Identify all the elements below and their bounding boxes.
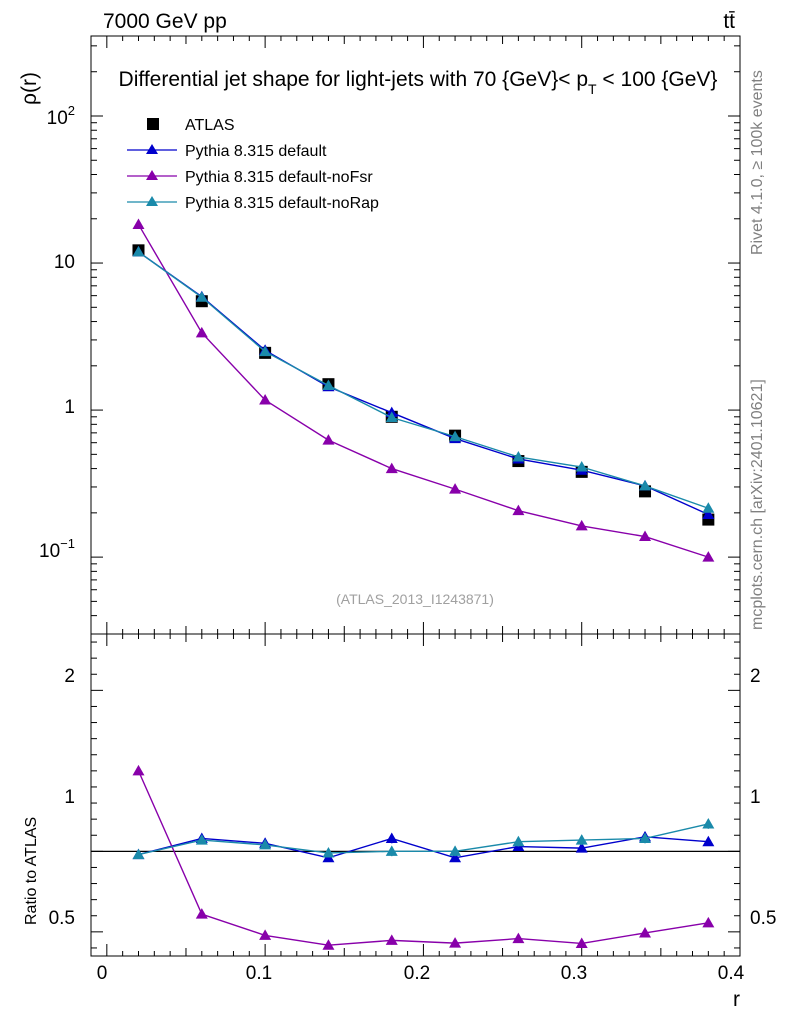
analysis-watermark: (ATLAS_2013_I1243871) — [336, 591, 494, 607]
series-point-noFsr — [639, 530, 652, 542]
ratio-point-noRap — [259, 838, 272, 850]
x-tick-label-0.3: 0.3 — [561, 963, 587, 984]
mcplots-label: mcplots.cern.ch [arXiv:2401.10621] — [749, 379, 766, 630]
ratio-point-noRap — [702, 817, 715, 829]
series-point-noFsr — [702, 551, 715, 562]
ratio-panel-frame — [90, 633, 741, 957]
legend: ATLAS Pythia 8.315 default Pythia 8.315 … — [127, 117, 379, 212]
ratio-point-noFsr — [449, 937, 462, 948]
series-line-default — [138, 251, 709, 516]
series-point-noFsr — [132, 218, 145, 229]
x-tick-label-0.2: 0.2 — [404, 963, 430, 984]
ratio-point-noFsr — [385, 934, 398, 945]
ratio-point-default — [449, 851, 462, 863]
series-line-noRap — [138, 251, 709, 509]
main-y-tick-label-10: 10 — [54, 252, 75, 273]
series-point-noFsr — [385, 462, 398, 474]
ratio-point-noRap — [195, 834, 208, 845]
ratio-y-tick-label-left-0.5: 0.5 — [49, 908, 75, 929]
energy-label: 7000 GeV pp — [103, 10, 227, 33]
legend-label-noFsr: Pythia 8.315 default-noFsr — [185, 169, 373, 186]
main-y-tick-label-0.1: 10−1 — [39, 536, 75, 562]
x-axis-title: r — [733, 988, 740, 1011]
ratio-point-default — [702, 835, 715, 847]
plot-title: Differential jet shape for light-jets wi… — [119, 68, 718, 97]
ratio-point-noRap — [385, 845, 398, 856]
series-point-noFsr — [575, 519, 588, 531]
ratio-y-tick-label-left-2: 2 — [64, 666, 75, 687]
ratio-point-noFsr — [575, 937, 588, 948]
series-point-noRap — [702, 502, 715, 513]
ratio-point-noRap — [322, 846, 335, 858]
x-tick-label-0.4: 0.4 — [718, 963, 745, 984]
ratio-point-noFsr — [132, 764, 145, 776]
ratio-y-tick-label-right-1: 1 — [750, 787, 761, 808]
legend-label-atlas: ATLAS — [185, 117, 235, 134]
legend-marker-atlas — [147, 118, 159, 130]
ratio-point-noFsr — [702, 916, 715, 928]
series-point-noFsr — [195, 326, 208, 338]
x-tick-label-0.1: 0.1 — [246, 963, 272, 984]
main-panel-marks — [132, 218, 715, 562]
axis-ticks — [91, 36, 741, 956]
ratio-point-noFsr — [512, 932, 525, 944]
legend-label-noRap: Pythia 8.315 default-noRap — [185, 195, 379, 212]
main-y-axis-title: ρ(r) — [18, 72, 41, 105]
series-point-noFsr — [322, 434, 335, 445]
ratio-point-noRap — [639, 832, 652, 843]
x-tick-label-0: 0 — [97, 963, 108, 984]
ratio-point-noRap — [575, 834, 588, 845]
series-point-noRap — [575, 461, 588, 472]
series-point-noFsr — [259, 394, 272, 405]
series-point-noFsr — [449, 483, 462, 494]
ratio-y-tick-label-right-0.5: 0.5 — [750, 908, 776, 929]
ratio-point-noRap — [132, 848, 145, 860]
ratio-y-axis-title: Ratio to ATLAS — [23, 817, 40, 925]
ratio-point-default — [385, 832, 398, 843]
ratio-point-noFsr — [322, 939, 335, 950]
series-point-noRap — [322, 379, 335, 390]
legend-label-default: Pythia 8.315 default — [185, 143, 327, 160]
series-point-noRap — [195, 291, 208, 302]
ratio-point-noFsr — [259, 929, 272, 940]
series-point-noFsr — [512, 504, 525, 516]
main-y-tick-label-1: 1 — [64, 397, 75, 418]
ratio-point-noFsr — [639, 926, 652, 938]
ratio-line-noRap — [138, 823, 709, 856]
ratio-point-default — [575, 842, 588, 853]
legend-marker-noRap — [146, 196, 158, 206]
series-point-noRap — [639, 479, 652, 491]
series-line-noFsr — [137, 224, 709, 558]
ratio-y-tick-label-right-2: 2 — [750, 666, 761, 687]
ratio-line-noFsr — [137, 770, 709, 946]
series-point-default — [702, 508, 715, 519]
series-point-noRap — [512, 450, 525, 462]
rivet-version-label: Rivet 4.1.0, ≥ 100k events — [749, 70, 766, 255]
legend-marker-default — [146, 144, 158, 154]
ratio-point-noFsr — [195, 908, 208, 919]
series-point-noRap — [259, 345, 272, 357]
ratio-y-tick-label-left-1: 1 — [64, 787, 75, 808]
ratio-panel-marks — [91, 764, 740, 950]
series-point-noRap — [385, 411, 398, 423]
legend-marker-noFsr — [146, 170, 158, 180]
process-label: tt̄ — [723, 10, 735, 33]
ratio-point-noRap — [449, 845, 462, 856]
series-point-noRap — [132, 245, 145, 257]
main-y-tick-label-100: 102 — [47, 103, 75, 129]
ratio-line-default — [138, 836, 709, 859]
series-point-noRap — [449, 430, 462, 442]
ratio-point-noRap — [512, 835, 525, 847]
